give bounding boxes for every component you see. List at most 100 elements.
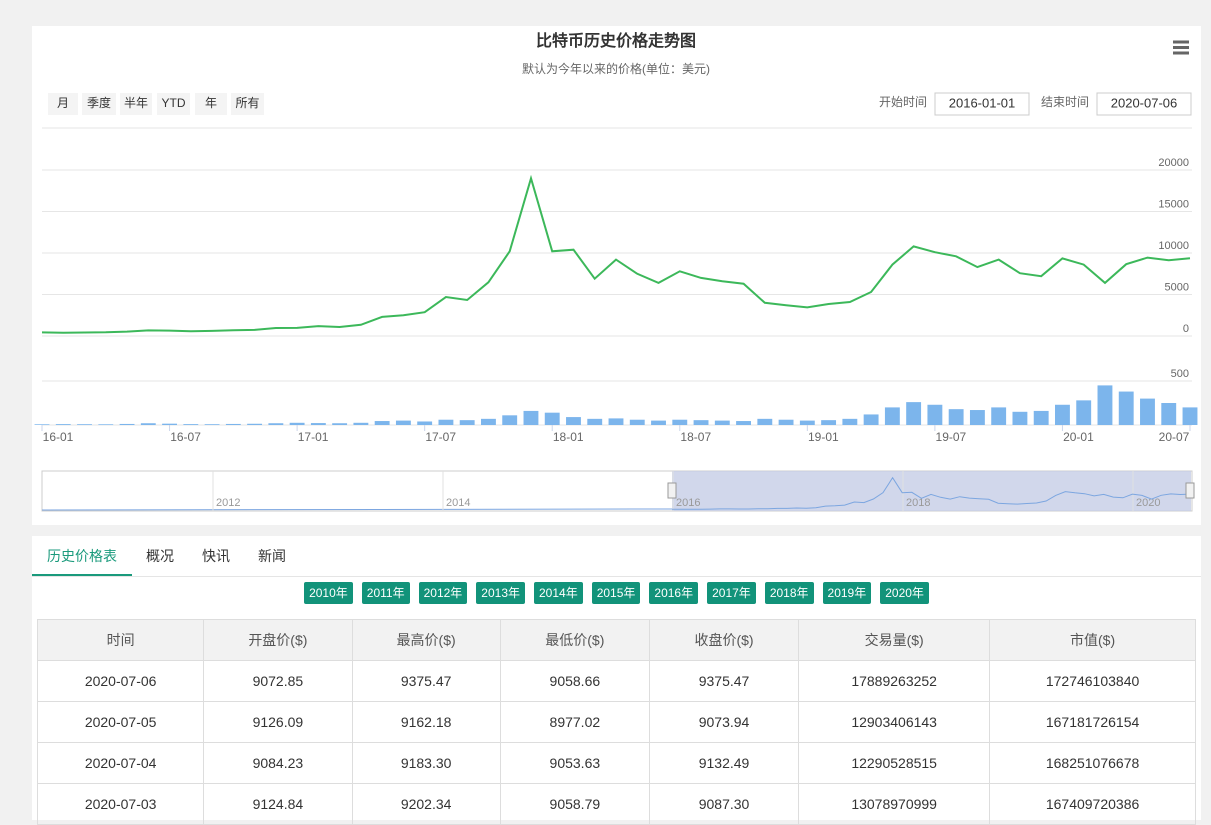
column-header: 收盘价($) — [648, 619, 800, 661]
volume-bar — [204, 424, 220, 425]
range-button-label[interactable]: YTD — [162, 96, 186, 110]
volume-bar — [481, 418, 496, 425]
year-button[interactable]: 2019年 — [822, 582, 872, 604]
year-button[interactable]: 2014年 — [534, 582, 583, 604]
year-button[interactable]: 2011年 — [361, 582, 410, 604]
volume-bar — [502, 415, 518, 425]
menu-icon[interactable] — [1173, 40, 1189, 55]
table-cell: 167409720386 — [989, 783, 1196, 825]
year-button[interactable]: 2020年 — [880, 582, 929, 604]
end-value[interactable]: 2020-07-06 — [1111, 95, 1178, 110]
volume-bar — [927, 404, 943, 425]
table-cell: 9087.30 — [648, 783, 800, 825]
volume-bar — [884, 407, 900, 425]
volume-bar — [438, 419, 454, 425]
range-button[interactable] — [82, 93, 116, 115]
range-button[interactable] — [231, 93, 264, 115]
navigator-label: 2012 — [216, 497, 240, 509]
range-button[interactable] — [120, 93, 152, 115]
volume-bar — [608, 418, 624, 425]
navigator-handle[interactable] — [667, 482, 677, 499]
tab[interactable]: 新闻 — [258, 548, 286, 564]
volume-bar — [247, 423, 263, 425]
navigator-label: 2014 — [446, 497, 470, 509]
volume-bar — [1118, 391, 1134, 425]
volume-bar — [1033, 410, 1049, 425]
column-header: 市值($) — [989, 619, 1196, 661]
year-button[interactable]: 2017年 — [707, 582, 756, 604]
range-button[interactable] — [48, 93, 78, 115]
year-button[interactable]: 2015年 — [591, 582, 641, 604]
volume-bar — [1182, 407, 1198, 425]
volume-bar — [225, 423, 241, 425]
table-cell: 12290528515 — [798, 742, 991, 784]
volume-bar — [651, 420, 666, 425]
volume-bar — [459, 420, 475, 425]
navigator-label: 2016 — [676, 497, 700, 509]
table-cell: 9053.63 — [499, 742, 650, 784]
table-row: 2020-07-06 9072.85 9375.47 9058.66 9375.47 17… — [36, 660, 1196, 702]
column-header: 开盘价($) — [203, 619, 353, 661]
table-cell: 9202.34 — [351, 783, 501, 825]
table-row: 2020-07-03 9124.84 9202.34 9058.79 9087.30 13… — [36, 783, 1196, 825]
range-button[interactable] — [195, 93, 227, 115]
range-button[interactable] — [157, 93, 190, 115]
volume-bar — [757, 418, 773, 425]
table-cell: 8977.02 — [499, 701, 650, 743]
volume-bar — [799, 420, 815, 425]
x-tick-label: 16-07 — [170, 430, 201, 444]
range-button-label[interactable]: 月 — [57, 96, 69, 110]
x-tick-label: 18-07 — [680, 430, 711, 444]
volume-bar — [523, 410, 539, 425]
price-line — [41, 174, 1191, 334]
year-button[interactable]: 2018年 — [764, 582, 814, 604]
volume-bar — [395, 420, 411, 425]
table-cell: 2020-07-06 — [36, 660, 205, 702]
navigator-handle[interactable] — [1185, 482, 1195, 499]
volume-bar — [353, 422, 369, 425]
volume-bar — [863, 414, 879, 425]
year-button[interactable]: 2010年 — [304, 582, 353, 604]
start-label: 开始时间 — [879, 95, 927, 109]
volume-bar — [587, 418, 603, 425]
price-table: 时间 开盘价($) 最高价($) 最低价($) 收盘价($) 交易量($) 市值($) 202… — [36, 619, 1196, 825]
end-input[interactable] — [1096, 92, 1192, 116]
chart-title: 比特币历史价格走势图 — [536, 31, 696, 50]
table-cell: 9132.49 — [648, 742, 800, 784]
volume-bar — [162, 423, 177, 425]
navigator-window[interactable] — [672, 471, 1191, 511]
column-header: 最高价($) — [351, 619, 501, 661]
range-button-label[interactable]: 年 — [205, 96, 217, 110]
range-button-label[interactable]: 季度 — [87, 95, 111, 110]
volume-bar — [140, 423, 156, 425]
year-button[interactable]: 2013年 — [476, 582, 525, 604]
range-button-label[interactable]: 所有 — [235, 96, 259, 110]
tab[interactable]: 快讯 — [202, 548, 230, 564]
start-value[interactable]: 2016-01-01 — [949, 95, 1016, 110]
volume-bar — [55, 424, 71, 425]
year-button[interactable]: 2016年 — [649, 582, 699, 604]
volume-bar — [948, 409, 964, 425]
end-label: 结束时间 — [1041, 95, 1089, 109]
table-cell: 12903406143 — [798, 701, 991, 743]
volume-bar — [77, 424, 92, 425]
tab[interactable]: 历史价格表 — [32, 536, 132, 576]
table-cell: 9375.47 — [648, 660, 800, 702]
start-input[interactable] — [934, 92, 1030, 116]
navigator-line-early — [41, 508, 673, 511]
x-tick-label: 17-07 — [425, 430, 456, 444]
y-tick-label: 0 — [1183, 323, 1189, 335]
tabs: 历史价格表 概况 快讯 新闻 — [32, 536, 1201, 577]
range-button-label[interactable]: 半年 — [124, 96, 148, 110]
volume-bar — [1012, 411, 1028, 425]
volume-bar — [566, 417, 581, 425]
table-row: 2020-07-05 9126.09 9162.18 8977.02 9073.94 12… — [36, 701, 1196, 743]
year-button[interactable]: 2012年 — [418, 582, 468, 604]
table-cell: 9058.66 — [499, 660, 650, 702]
y-tick-label: 10000 — [1158, 240, 1189, 252]
volume-bar — [821, 420, 837, 425]
table-cell: 9126.09 — [203, 701, 353, 743]
tab[interactable]: 概况 — [146, 548, 174, 564]
table-cell: 168251076678 — [989, 742, 1196, 784]
volume-bar — [268, 423, 284, 425]
